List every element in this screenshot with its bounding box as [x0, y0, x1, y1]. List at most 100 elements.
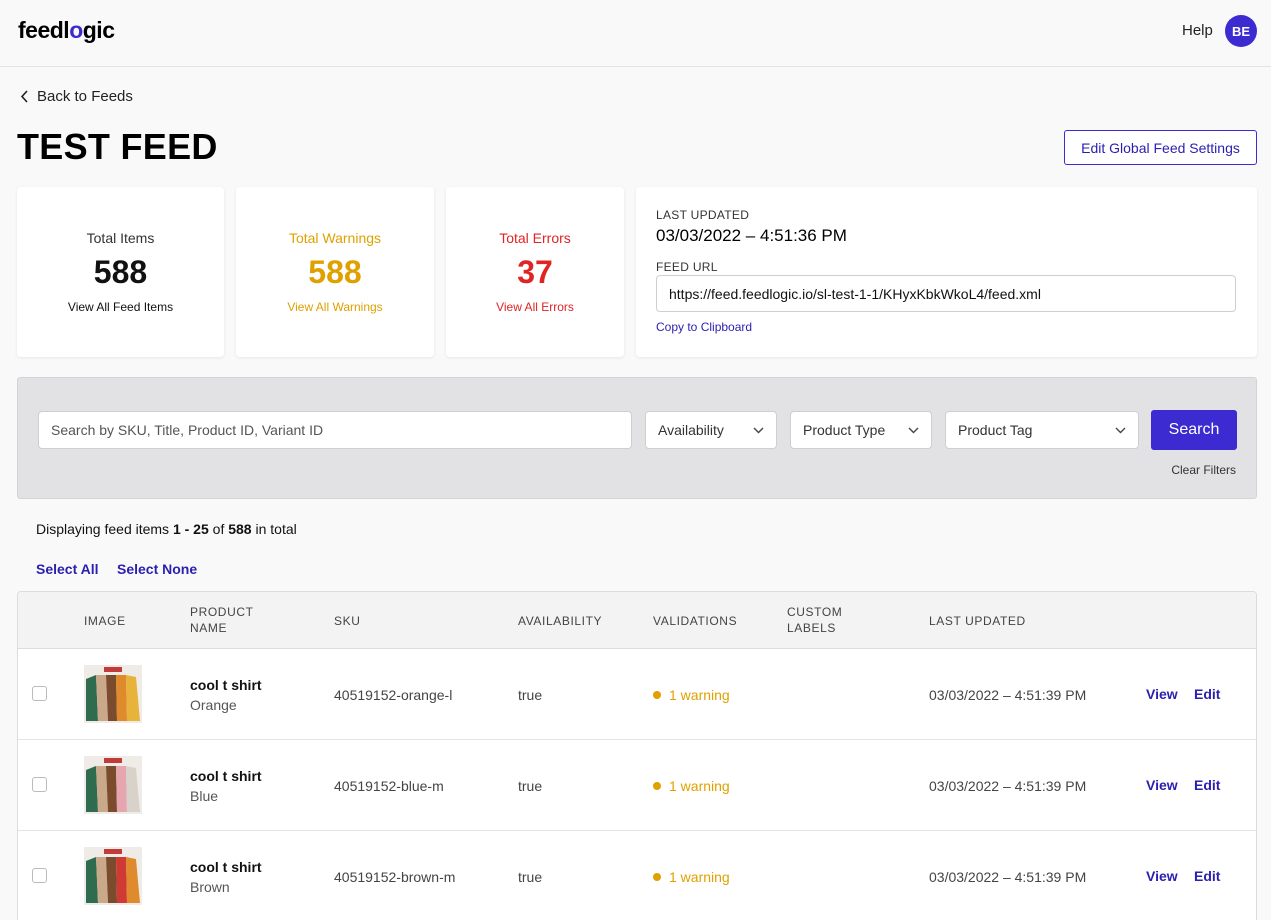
product-thumbnail: [84, 665, 142, 723]
total-errors-card: Total Errors 37 View All Errors: [446, 187, 624, 357]
product-type-select-label: Product Type: [803, 422, 886, 438]
product-tag-select[interactable]: Product Tag: [945, 411, 1139, 449]
column-header-product-name-line1: PRODUCT: [190, 605, 254, 619]
tshirt-image-icon: [84, 847, 142, 905]
column-header-availability: AVAILABILITY: [518, 614, 603, 628]
feed-url-field[interactable]: https://feed.feedlogic.io/sl-test-1-1/KH…: [656, 275, 1236, 312]
top-bar: feedlogic Help BE: [0, 0, 1271, 67]
view-button[interactable]: View: [1146, 686, 1178, 702]
last-updated-cell: 03/03/2022 – 4:51:39 PM: [929, 869, 1087, 885]
column-header-product-name: PRODUCT NAME: [190, 604, 254, 636]
logo-mark: o: [69, 17, 83, 43]
column-header-custom-labels-line2: LABELS: [787, 621, 836, 635]
displaying-summary: Displaying feed items 1 - 25 of 588 in t…: [36, 521, 297, 537]
product-name: cool t shirt: [190, 768, 262, 784]
view-button[interactable]: View: [1146, 868, 1178, 884]
select-all-link[interactable]: Select All: [36, 561, 99, 577]
select-none-link[interactable]: Select None: [117, 561, 198, 577]
last-updated-label: LAST UPDATED: [656, 208, 750, 222]
validation-text: 1 warning: [669, 687, 730, 703]
row-checkbox[interactable]: [32, 686, 47, 701]
total-items-value: 588: [93, 254, 148, 290]
product-thumbnail: [84, 847, 142, 905]
edit-global-feed-settings-button[interactable]: Edit Global Feed Settings: [1064, 130, 1257, 165]
row-checkbox[interactable]: [32, 777, 47, 792]
table-header: IMAGE PRODUCT NAME SKU AVAILABILITY VALID…: [18, 592, 1256, 649]
column-header-validations: VALIDATIONS: [653, 614, 738, 628]
view-button[interactable]: View: [1146, 777, 1178, 793]
total-warnings-card: Total Warnings 588 View All Warnings: [236, 187, 434, 357]
total-warnings-value: 588: [308, 254, 362, 290]
logo-text-suffix: gic: [82, 17, 115, 43]
validation-warning[interactable]: 1 warning: [653, 869, 730, 885]
availability-select[interactable]: Availability: [645, 411, 777, 449]
total-errors-label: Total Errors: [499, 230, 571, 246]
product-name: cool t shirt: [190, 859, 262, 875]
logo-text-prefix: feedl: [18, 17, 70, 43]
sku-cell: 40519152-blue-m: [334, 778, 444, 794]
back-to-feeds-label: Back to Feeds: [37, 88, 133, 105]
warning-dot-icon: [653, 873, 661, 881]
page-title: TEST FEED: [17, 126, 218, 167]
copy-to-clipboard-link[interactable]: Copy to Clipboard: [656, 320, 753, 334]
feed-url-value: https://feed.feedlogic.io/sl-test-1-1/KH…: [669, 285, 1041, 302]
help-link[interactable]: Help: [1182, 22, 1213, 39]
row-checkbox[interactable]: [32, 868, 47, 883]
product-type-select[interactable]: Product Type: [790, 411, 932, 449]
warning-dot-icon: [653, 782, 661, 790]
product-variant: Orange: [190, 697, 237, 713]
table-row: cool t shirt Orange 40519152-orange-l tr…: [18, 649, 1256, 740]
column-header-product-name-line2: NAME: [190, 621, 228, 635]
display-range: 1 - 25: [172, 521, 209, 537]
back-to-feeds-link[interactable]: Back to Feeds: [20, 88, 133, 105]
clear-filters-link[interactable]: Clear Filters: [1171, 463, 1236, 477]
column-header-custom-labels: CUSTOM LABELS: [787, 604, 842, 636]
column-header-last-updated: LAST UPDATED: [929, 614, 1026, 628]
total-items-label: Total Items: [86, 230, 155, 246]
sku-cell: 40519152-orange-l: [334, 687, 453, 703]
product-thumbnail: [84, 756, 142, 814]
feed-items-table: IMAGE PRODUCT NAME SKU AVAILABILITY VALID…: [17, 591, 1257, 920]
validation-warning[interactable]: 1 warning: [653, 687, 730, 703]
chevron-down-icon: [1115, 427, 1126, 433]
edit-button[interactable]: Edit: [1194, 777, 1221, 793]
availability-cell: true: [518, 869, 543, 885]
user-avatar[interactable]: BE: [1225, 15, 1257, 47]
total-items-card: Total Items 588 View All Feed Items: [17, 187, 224, 357]
display-prefix: Displaying feed items: [36, 521, 173, 537]
tshirt-image-icon: [84, 665, 142, 723]
view-all-feed-items-link[interactable]: View All Feed Items: [67, 300, 174, 314]
chevron-left-icon: [20, 90, 28, 103]
validation-text: 1 warning: [669, 869, 730, 885]
validation-text: 1 warning: [669, 778, 730, 794]
product-tag-select-label: Product Tag: [958, 422, 1033, 438]
chevron-down-icon: [753, 427, 764, 433]
feedlogic-logo[interactable]: feedlogic: [18, 17, 115, 44]
view-all-errors-link[interactable]: View All Errors: [496, 300, 574, 314]
total-errors-value: 37: [517, 254, 553, 290]
sku-cell: 40519152-brown-m: [334, 869, 456, 885]
edit-button[interactable]: Edit: [1194, 686, 1221, 702]
display-suffix: in total: [251, 521, 297, 537]
column-header-custom-labels-line1: CUSTOM: [787, 605, 843, 619]
table-row: cool t shirt Blue 40519152-blue-m true 1…: [18, 740, 1256, 831]
edit-button[interactable]: Edit: [1194, 868, 1221, 884]
availability-select-label: Availability: [658, 422, 724, 438]
view-all-warnings-link[interactable]: View All Warnings: [287, 300, 383, 314]
table-row: cool t shirt Brown 40519152-brown-m true…: [18, 831, 1256, 920]
search-input[interactable]: Search by SKU, Title, Product ID, Varian…: [38, 411, 632, 449]
product-name: cool t shirt: [190, 677, 262, 693]
search-button[interactable]: Search: [1151, 410, 1237, 450]
product-variant: Blue: [190, 788, 219, 804]
total-warnings-label: Total Warnings: [288, 230, 382, 246]
filter-panel: Search by SKU, Title, Product ID, Varian…: [17, 377, 1257, 499]
availability-cell: true: [518, 778, 543, 794]
validation-warning[interactable]: 1 warning: [653, 778, 730, 794]
last-updated-cell: 03/03/2022 – 4:51:39 PM: [929, 778, 1087, 794]
feed-url-label: FEED URL: [656, 260, 718, 274]
display-total: 588: [228, 521, 252, 537]
availability-cell: true: [518, 687, 543, 703]
chevron-down-icon: [908, 427, 919, 433]
warning-dot-icon: [653, 691, 661, 699]
column-header-sku: SKU: [334, 614, 361, 628]
